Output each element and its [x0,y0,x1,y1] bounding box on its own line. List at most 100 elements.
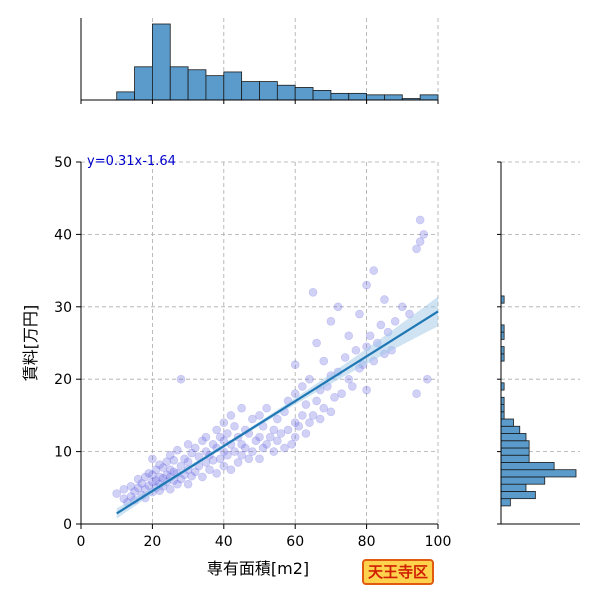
data-point [155,472,164,482]
data-point [283,425,293,435]
data-point [190,443,200,453]
right-histogram-bar [500,433,527,442]
data-point [130,487,139,496]
data-point [215,432,225,442]
data-point [180,454,189,464]
data-point [298,382,307,391]
data-point [301,429,311,438]
y-tick-label: 0 [63,517,72,533]
data-point [187,448,196,458]
data-point [319,356,329,366]
data-point [390,316,400,326]
data-point [237,450,246,460]
data-point [262,440,271,449]
data-point [173,445,182,455]
top-histogram-bar [169,66,189,101]
data-point [248,414,257,424]
data-point [208,440,218,449]
data-point [158,463,168,472]
y-tick-label: 10 [54,445,72,461]
data-point [290,389,300,398]
y-axis-title: 賃料[万円] [21,305,40,382]
y-tick-label: 50 [54,155,72,171]
data-point [201,432,211,442]
top-histogram-bar [419,94,439,101]
data-point [165,484,175,494]
data-point [355,309,364,319]
data-point [258,443,268,453]
data-point [187,471,196,481]
right-histogram-bar [500,491,536,500]
data-point [269,425,279,435]
top-histogram-bar [223,71,243,101]
right-histogram-axis [497,161,580,525]
data-point [333,302,343,312]
data-point [237,440,246,449]
data-point [119,484,129,494]
data-point [237,403,246,413]
x-tick-label: 0 [77,534,86,550]
data-point [183,479,193,489]
data-point [126,482,136,491]
top-histogram-bar [134,66,153,101]
data-point [308,288,318,297]
data-point [155,460,164,469]
data-point [133,483,143,493]
data-point [219,461,229,471]
data-point [112,489,121,498]
data-point [144,469,154,478]
top-histogram-bar [187,69,207,101]
data-point [148,470,157,480]
top-histogram-bar [330,92,350,101]
top-histogram-bar [366,94,385,101]
data-point [273,436,282,446]
data-point [365,331,375,341]
x-tick-label: 20 [143,534,161,550]
top-histogram-bar [294,87,314,101]
data-point [397,302,407,312]
right-histogram-bars [500,295,577,507]
area-label-badge: 天王寺区 [362,559,435,585]
data-point [415,237,425,246]
data-point [290,360,300,370]
x-tick-label: 60 [286,534,304,550]
data-point [337,389,346,398]
data-point [269,447,279,456]
right-histogram-bar [500,440,530,449]
data-point [362,385,371,395]
data-point [190,467,200,477]
y-tick-label: 30 [54,300,72,316]
data-point [326,407,336,417]
data-point [290,432,300,442]
x-tick-label: 80 [358,534,376,550]
scatter-points [112,215,432,507]
data-point [251,436,261,446]
data-point [165,465,175,475]
top-histogram-bar [151,23,171,101]
data-point [244,454,254,464]
data-point [169,455,179,465]
data-point [308,411,318,420]
x-tick-label: 40 [215,534,233,550]
data-point [248,447,257,456]
data-point [144,481,154,490]
y-tick-label: 40 [54,227,72,243]
right-histogram-bar [500,483,527,492]
data-point [376,320,386,330]
data-point [255,432,264,442]
data-point [215,454,225,464]
data-point [312,396,321,406]
right-histogram-bar [500,447,530,456]
right-histogram-bar [500,498,511,507]
right-histogram-bar [500,469,577,478]
data-point [280,443,289,453]
data-point [415,215,425,225]
data-point [294,421,304,431]
data-point [226,411,236,420]
top-histogram-bar [276,84,296,101]
top-histogram-bar [241,81,260,101]
data-point [162,457,171,467]
right-histogram-bar [500,462,555,471]
data-point [287,440,296,449]
y-tick-label: 20 [54,372,72,388]
